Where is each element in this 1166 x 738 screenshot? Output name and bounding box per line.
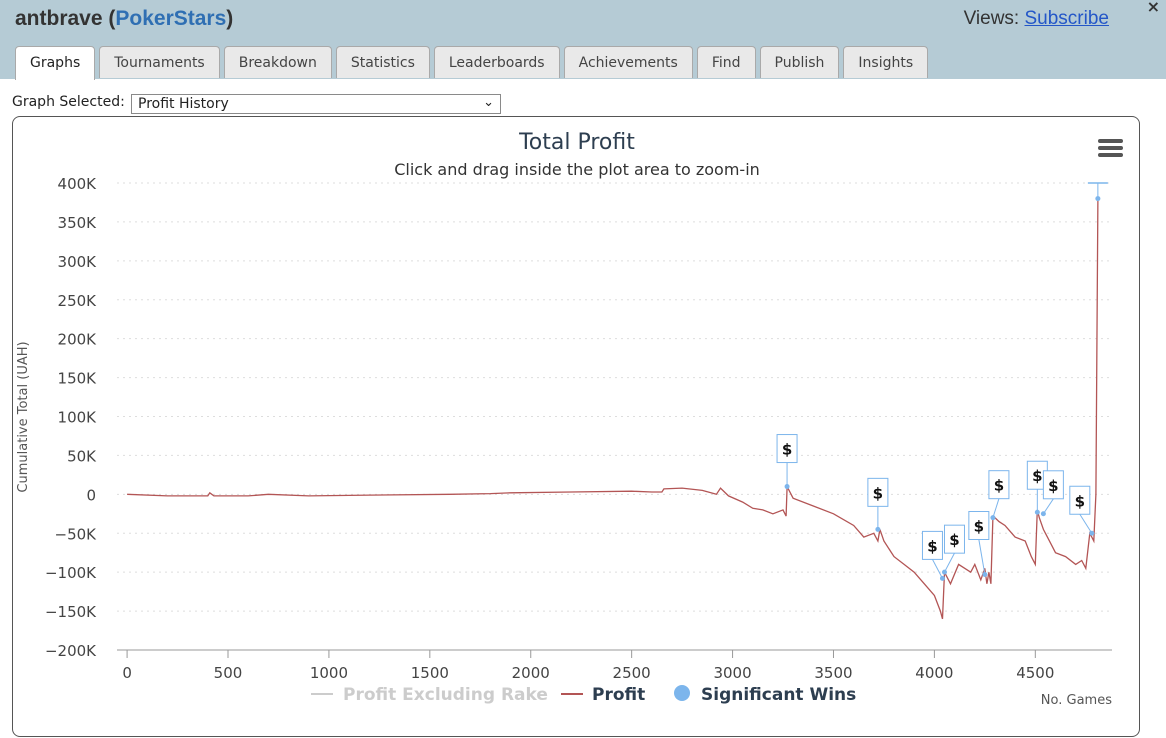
x-tick-label: 2500 [613, 664, 651, 682]
x-tick-label: 1500 [411, 664, 449, 682]
significant-win-point [990, 515, 996, 521]
win-flag-box [988, 470, 1010, 500]
win-flag-label: $ [1032, 467, 1042, 485]
graph-select[interactable]: Profit History ⌄ [131, 94, 501, 114]
tab-graphs[interactable]: Graphs [15, 46, 96, 80]
x-tick-label: 4000 [915, 664, 953, 682]
chart-title: Total Profit [518, 130, 635, 155]
series-line-profit [127, 198, 1099, 620]
x-tick-label: 2000 [512, 664, 550, 682]
win-flag-box [1042, 470, 1064, 500]
subscribe-link[interactable]: Subscribe [1024, 8, 1110, 29]
close-icon[interactable]: × [1146, 0, 1160, 16]
tab-publish[interactable]: Publish [759, 46, 840, 78]
win-flag-box [776, 434, 798, 464]
tab-breakdown[interactable]: Breakdown [223, 46, 332, 78]
win-flag-label: $ [994, 477, 1004, 495]
graph-select-value: Profit History [138, 96, 229, 112]
win-flag-box [867, 477, 889, 507]
x-tick-label: 500 [214, 664, 243, 682]
win-flag-label: $ [873, 484, 883, 502]
win-flag-stem [944, 552, 955, 573]
y-tick-label: 400K [58, 175, 98, 193]
win-flag-stem [978, 539, 986, 575]
tab-bar: Graphs Tournaments Breakdown Statistics Lead… [15, 46, 932, 80]
win-flag-label: $ [974, 518, 984, 536]
legend-label-significant-wins: Significant Wins [701, 685, 856, 705]
win-flag-label: $ [927, 537, 937, 555]
y-tick-label: 200K [58, 331, 98, 349]
y-axis-title: Cumulative Total (UAH) [16, 341, 31, 492]
y-tick-label: 0 [86, 486, 96, 504]
x-tick-label: 0 [122, 664, 132, 682]
significant-win-point [982, 572, 988, 578]
views-area: Views: Subscribe [964, 8, 1109, 30]
tab-insights[interactable]: Insights [843, 46, 929, 78]
player-title: antbrave (PokerStars) [15, 7, 234, 30]
win-flag-label: $ [1075, 492, 1085, 510]
win-flag-box [968, 511, 990, 541]
tab-statistics[interactable]: Statistics [335, 46, 430, 78]
menu-icon[interactable] [1098, 139, 1123, 157]
chevron-down-icon: ⌄ [483, 95, 494, 110]
y-tick-label: 150K [58, 370, 98, 388]
legend-label-profit-excluding-rake: Profit Excluding Rake [343, 685, 548, 705]
player-name: antbrave [15, 7, 103, 30]
x-tick-label: 1000 [310, 664, 348, 682]
y-tick-label: 300K [58, 253, 98, 271]
y-tick-label: 250K [58, 292, 98, 310]
win-flag-stem [932, 559, 943, 579]
win-flag-box [921, 530, 943, 560]
page-header: antbrave (PokerStars) Views: Subscribe ×… [0, 0, 1166, 80]
y-tick-label: −100K [45, 564, 97, 582]
legend-swatch-significant-wins [674, 685, 690, 701]
x-tick-label: 4500 [1016, 664, 1054, 682]
tab-tournaments[interactable]: Tournaments [99, 46, 220, 78]
x-tick-label: 3500 [814, 664, 852, 682]
win-flag-box [1069, 485, 1091, 515]
win-flag-box [943, 524, 965, 554]
chart-subtitle: Click and drag inside the plot area to z… [394, 160, 760, 179]
y-tick-label: 350K [58, 214, 98, 232]
legend-label-profit: Profit [592, 685, 645, 705]
site-name: PokerStars [115, 7, 227, 30]
views-label: Views: [963, 8, 1020, 29]
tab-achievements[interactable]: Achievements [563, 46, 693, 78]
y-tick-label: −150K [45, 603, 97, 621]
y-tick-label: 100K [58, 409, 98, 427]
graph-select-label: Graph Selected: [12, 94, 125, 110]
y-tick-label: 50K [67, 447, 97, 465]
profit-chart[interactable]: Total Profit Click and drag inside the pl… [13, 117, 1141, 738]
tab-find[interactable]: Find [696, 46, 756, 78]
tab-leaderboards[interactable]: Leaderboards [433, 46, 560, 78]
win-flag-label: $ [782, 441, 792, 459]
win-flag-stem [1042, 498, 1054, 515]
win-flag-label: $ [949, 531, 959, 549]
y-tick-label: −200K [45, 642, 97, 660]
x-tick-label: 3000 [713, 664, 751, 682]
x-axis-title: No. Games [1041, 693, 1112, 708]
win-flag-stem [992, 498, 1000, 518]
y-tick-label: −50K [55, 525, 98, 543]
graph-select-row: Graph Selected: Profit History ⌄ [12, 94, 501, 114]
win-flag-label: $ [1048, 477, 1058, 495]
chart-panel: Total Profit Click and drag inside the pl… [12, 116, 1140, 737]
win-flag-stem [1079, 513, 1093, 534]
